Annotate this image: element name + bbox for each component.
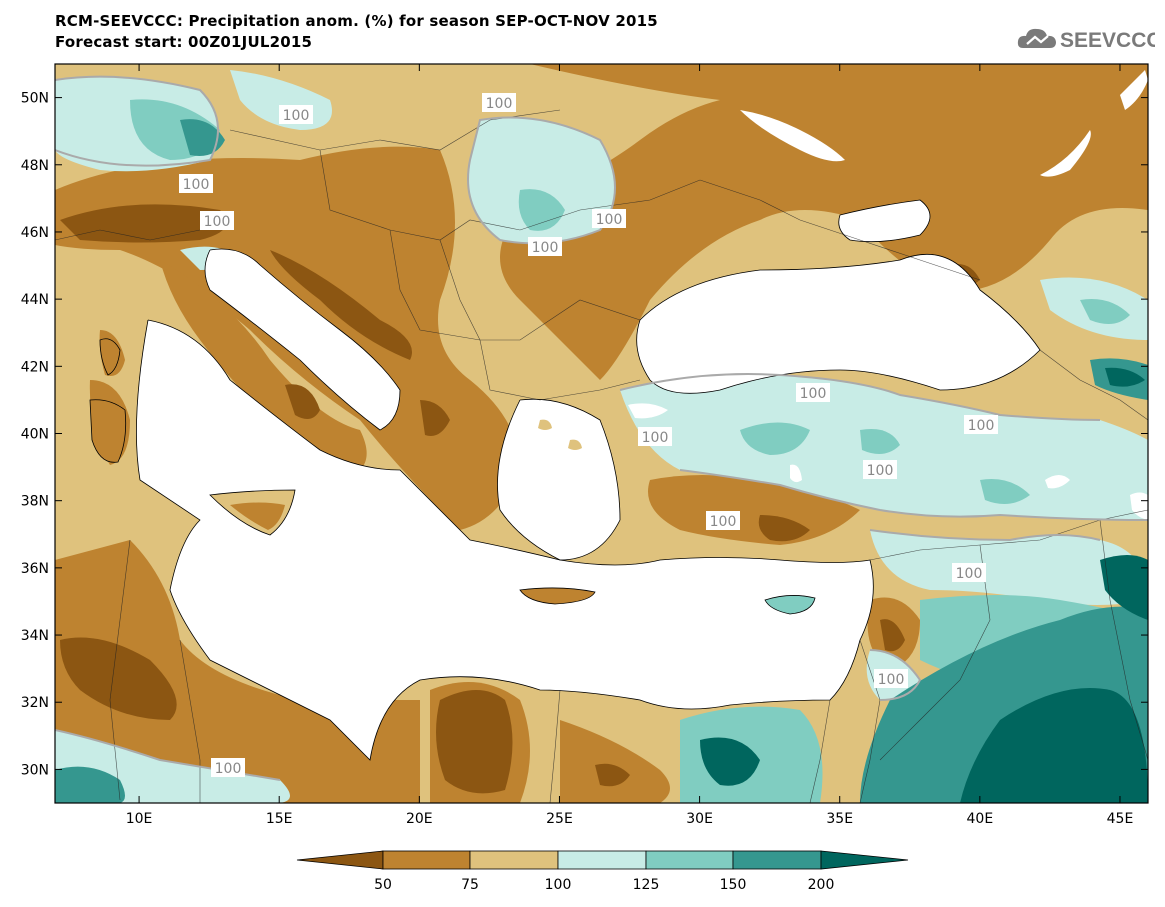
contour-label-100: 100 [486, 96, 513, 112]
colorbar-label-125: 125 [633, 877, 660, 893]
sea-mask [136, 70, 1148, 760]
contour-label-100: 100 [532, 240, 559, 256]
lat-tick-label: 46N [21, 225, 49, 241]
lat-tick-label: 48N [21, 158, 49, 174]
contour-label-bg [874, 669, 908, 688]
contour-label-100: 100 [867, 463, 894, 479]
colorbar-label-100: 100 [545, 877, 572, 893]
contour-label-bg [706, 511, 740, 530]
lat-tick-label: 42N [21, 359, 49, 375]
lat-tick-label: 36N [21, 561, 49, 577]
lon-tick-label: 20E [406, 811, 433, 827]
lon-tick-label: 10E [126, 811, 153, 827]
colorbar-label-150: 150 [720, 877, 747, 893]
colorbar-75-100 [469, 850, 559, 870]
anomaly-over-200-regions [700, 367, 1148, 803]
contour-label-bg [863, 460, 897, 479]
contour-100-lines [55, 75, 1148, 781]
colorbar-125-150 [645, 850, 734, 870]
lat-tick-label: 50N [21, 91, 49, 107]
latitude-axis: 50N 48N 46N 44N 42N 40N 38N 36N 34N 32N 30N [21, 91, 1148, 778]
colorbar: 50 75 100 125 150 200 [296, 850, 909, 893]
lat-tick-label: 30N [21, 762, 49, 778]
lon-tick-label: 30E [686, 811, 713, 827]
contour-label-100: 100 [642, 430, 669, 446]
cloud-icon [1017, 28, 1056, 48]
colorbar-150-200 [732, 850, 822, 870]
colorbar-below-50 [296, 850, 384, 870]
contour-label-bg [179, 174, 213, 193]
colorbar-100-125 [557, 850, 647, 870]
seevccc-logo: SEEVCCC [1017, 28, 1155, 52]
contour-label-bg [638, 427, 672, 446]
lat-tick-label: 40N [21, 427, 49, 443]
contour-labels: 100 100 100 100 100 100 100 100 100 100 100 100 100 1… [179, 93, 998, 777]
forecast-start-label: Forecast start: 00Z01JUL2015 [55, 33, 313, 51]
lat-tick-label: 44N [21, 292, 49, 308]
contour-label-100: 100 [956, 566, 983, 582]
contour-label-bg [592, 209, 626, 228]
colorbar-50-75 [382, 850, 471, 870]
contour-label-100: 100 [183, 177, 210, 193]
contour-label-bg [528, 237, 562, 256]
logo-text: SEEVCCC [1060, 29, 1155, 52]
contour-label-100: 100 [204, 214, 231, 230]
colorbar-label-75: 75 [461, 877, 479, 893]
map-title: RCM-SEEVCCC: Precipitation anom. (%) for… [55, 12, 658, 30]
lat-tick-label: 34N [21, 628, 49, 644]
contour-label-bg [482, 93, 516, 112]
longitude-axis: 10E 15E 20E 25E 30E 35E 40E 45E [126, 64, 1134, 827]
lon-tick-label: 15E [266, 811, 293, 827]
contour-label-bg [964, 415, 998, 434]
contour-label-bg [796, 383, 830, 402]
lon-tick-label: 45E [1107, 811, 1134, 827]
contour-label-100: 100 [283, 108, 310, 124]
colorbar-label-50: 50 [374, 877, 392, 893]
colorbar-over-200 [820, 850, 909, 870]
islands [90, 338, 815, 614]
lon-tick-label: 35E [826, 811, 853, 827]
contour-label-bg [211, 758, 245, 777]
contour-label-bg [279, 105, 313, 124]
contour-label-100: 100 [596, 212, 623, 228]
coastlines [89, 199, 1041, 761]
contour-label-100: 100 [968, 418, 995, 434]
contour-label-100: 100 [800, 386, 827, 402]
lon-tick-label: 25E [546, 811, 573, 827]
colorbar-label-200: 200 [808, 877, 835, 893]
lat-tick-label: 32N [21, 695, 49, 711]
contour-label-100: 100 [215, 761, 242, 777]
contour-label-bg [952, 563, 986, 582]
contour-label-100: 100 [878, 672, 905, 688]
lat-tick-label: 38N [21, 494, 49, 510]
lon-tick-label: 40E [967, 811, 994, 827]
contour-label-100: 100 [710, 514, 737, 530]
contour-label-bg [200, 211, 234, 230]
